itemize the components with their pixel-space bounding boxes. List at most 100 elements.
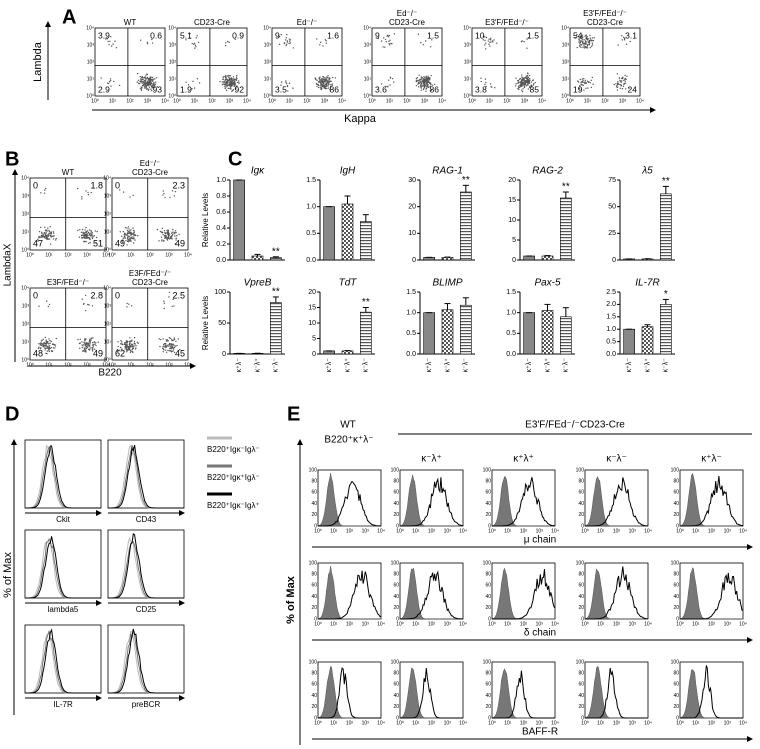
histogram-line	[25, 536, 101, 599]
event-dot	[41, 231, 43, 234]
event-dot	[586, 41, 588, 43]
event-dot	[589, 82, 591, 84]
y-tick-label: 10⁴	[263, 25, 271, 31]
x-tick-label: 10²	[346, 621, 354, 627]
event-dot	[225, 76, 227, 79]
event-dot	[100, 77, 102, 79]
event-dot	[145, 82, 147, 84]
plot-frame	[107, 624, 185, 694]
event-dot	[519, 83, 522, 86]
event-dot	[229, 84, 232, 86]
bar	[233, 179, 245, 261]
event-dot	[124, 348, 126, 350]
y-tick-label: 15	[308, 304, 316, 311]
event-dot	[132, 233, 135, 235]
event-dot	[317, 84, 319, 86]
x-tick-label: 10⁰	[268, 98, 276, 104]
y-tick-label: 10²	[87, 59, 95, 65]
x-tick-label: 10²	[303, 98, 311, 104]
event-dot	[423, 83, 426, 85]
event-dot	[523, 86, 526, 89]
event-dot	[591, 37, 594, 39]
event-dot	[87, 344, 90, 346]
event-dot	[284, 39, 287, 41]
axis-label: B220	[98, 368, 122, 379]
plot-frame	[29, 287, 107, 361]
quadrant-percent: 3.1	[625, 30, 637, 40]
isotype-histogram	[399, 567, 463, 620]
event-dot	[172, 349, 175, 351]
y-tick-label: 10⁰	[263, 93, 271, 99]
y-tick-label: 0	[581, 616, 584, 622]
event-dot	[43, 236, 46, 239]
event-dot	[590, 45, 593, 47]
event-dot	[129, 340, 131, 343]
x-tick-label: 10⁰	[108, 252, 116, 258]
event-dot	[592, 39, 595, 42]
y-tick-label: 10²	[169, 59, 177, 65]
event-dot	[489, 83, 492, 85]
event-dot	[485, 42, 487, 45]
event-dot	[42, 344, 44, 347]
event-dot	[623, 38, 626, 40]
event-dot	[129, 230, 131, 232]
y-tick-label: 0	[314, 523, 317, 529]
x-tick-label: 10⁰	[566, 98, 574, 104]
bar	[460, 304, 472, 355]
event-dot	[574, 36, 576, 39]
event-dot	[431, 39, 433, 41]
event-dot	[527, 88, 530, 90]
x-tick-label: 10⁴	[644, 621, 652, 627]
event-dot	[278, 43, 281, 46]
event-dot	[89, 241, 91, 244]
event-dot	[584, 40, 587, 42]
isotype-histogram	[679, 566, 743, 620]
y-tick-label: 60	[673, 682, 679, 688]
event-dot	[324, 87, 327, 90]
y-tick-label: 100	[391, 467, 400, 473]
event-dot	[125, 233, 127, 236]
histogram-line	[25, 445, 101, 509]
event-dot	[389, 44, 391, 46]
event-dot	[121, 343, 124, 346]
event-dot	[90, 230, 92, 232]
event-dot	[48, 303, 51, 306]
event-dot	[621, 39, 623, 41]
event-dot	[377, 37, 379, 40]
bar	[641, 326, 654, 355]
y-tick-label: 80	[485, 671, 491, 677]
event-dot	[326, 80, 328, 83]
event-dot	[421, 84, 423, 87]
y-tick-label: 10⁴	[103, 175, 111, 181]
event-dot	[77, 338, 79, 341]
event-dot	[112, 43, 114, 45]
y-tick-label: 80	[393, 671, 399, 677]
event-dot	[168, 344, 170, 346]
y-tick-label: 0.0	[506, 351, 516, 358]
y-tick-label: 60	[311, 682, 317, 688]
event-dot	[47, 227, 49, 229]
event-dot	[160, 338, 162, 341]
event-dot	[148, 80, 150, 82]
x-tick-label: 10³	[444, 621, 452, 627]
event-dot	[126, 302, 128, 305]
event-dot	[91, 305, 94, 307]
bar	[460, 191, 472, 261]
x-tick-label: 10³	[444, 528, 452, 534]
bar	[423, 312, 435, 355]
event-dot	[52, 231, 55, 233]
event-dot	[40, 235, 43, 237]
quadrant-percent: 19	[573, 84, 583, 94]
chart-title: IL-7R	[635, 278, 659, 289]
event-dot	[192, 80, 194, 83]
event-dot	[326, 76, 329, 79]
event-dot	[322, 81, 324, 84]
y-tick-label: 10³	[22, 193, 30, 199]
event-dot	[580, 46, 582, 49]
event-dot	[324, 77, 326, 79]
quadrant-percent: 3.6	[375, 84, 387, 94]
event-dot	[91, 344, 94, 346]
bar	[560, 197, 572, 261]
event-dot	[126, 306, 128, 308]
